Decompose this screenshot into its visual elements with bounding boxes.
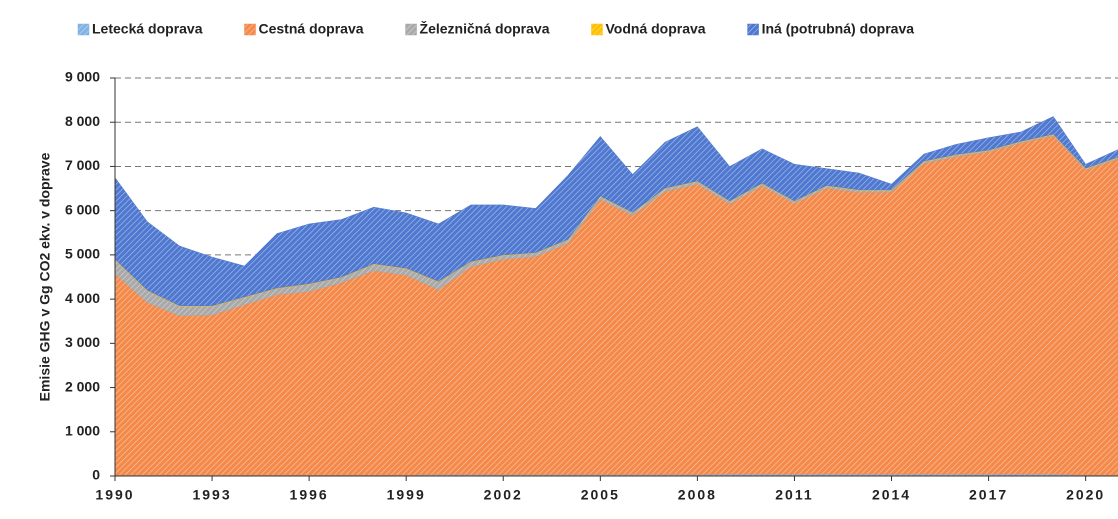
legend-label: Iná (potrubná) doprava (762, 21, 915, 37)
y-tick-label: 4 000 (65, 290, 100, 306)
x-tick-label: 2008 (678, 487, 717, 503)
legend-item: Iná (potrubná) doprava (747, 21, 915, 37)
legend-item: Letecká doprava (77, 21, 203, 37)
x-tick-label: 2002 (484, 487, 523, 503)
legend-item: Vodná doprava (591, 21, 706, 37)
x-tick-label: 2005 (581, 487, 620, 503)
x-tick-label: 2014 (872, 487, 911, 503)
legend-swatch (405, 23, 417, 36)
y-tick-label: 5 000 (65, 246, 100, 262)
x-tick-label: 2011 (775, 487, 813, 503)
y-tick-label: 8 000 (65, 113, 100, 129)
legend-label: Cestná doprava (259, 21, 364, 37)
legend-swatch (747, 23, 759, 36)
x-tick-label: 2017 (969, 487, 1008, 503)
legend-swatch (244, 23, 256, 36)
y-tick-label: 3 000 (65, 334, 100, 350)
y-tick-label: 7 000 (65, 157, 100, 173)
y-tick-label: 9 000 (65, 69, 100, 85)
x-tick-label: 2020 (1066, 487, 1105, 503)
legend-label: Vodná doprava (605, 21, 705, 37)
x-tick-label: 1990 (95, 487, 134, 503)
y-tick-label: 0 (92, 467, 100, 483)
x-tick-label: 1993 (192, 487, 231, 503)
legend-label: Letecká doprava (92, 21, 203, 37)
legend-label: Železničná doprava (420, 20, 550, 37)
y-tick-label: 2 000 (65, 378, 100, 394)
legend-item: Cestná doprava (244, 21, 364, 37)
y-axis-title: Emisie GHG v Gg CO2 ekv. v doprave (37, 152, 53, 401)
y-tick-label: 6 000 (65, 201, 100, 217)
legend-swatch (77, 23, 90, 36)
legend-swatch (591, 23, 603, 36)
y-tick-label: 1 000 (65, 422, 100, 438)
x-tick-label: 1996 (290, 487, 329, 503)
area (114, 116, 1118, 306)
x-tick-label: 1999 (387, 487, 426, 503)
legend-item: Železničná doprava (405, 20, 550, 37)
